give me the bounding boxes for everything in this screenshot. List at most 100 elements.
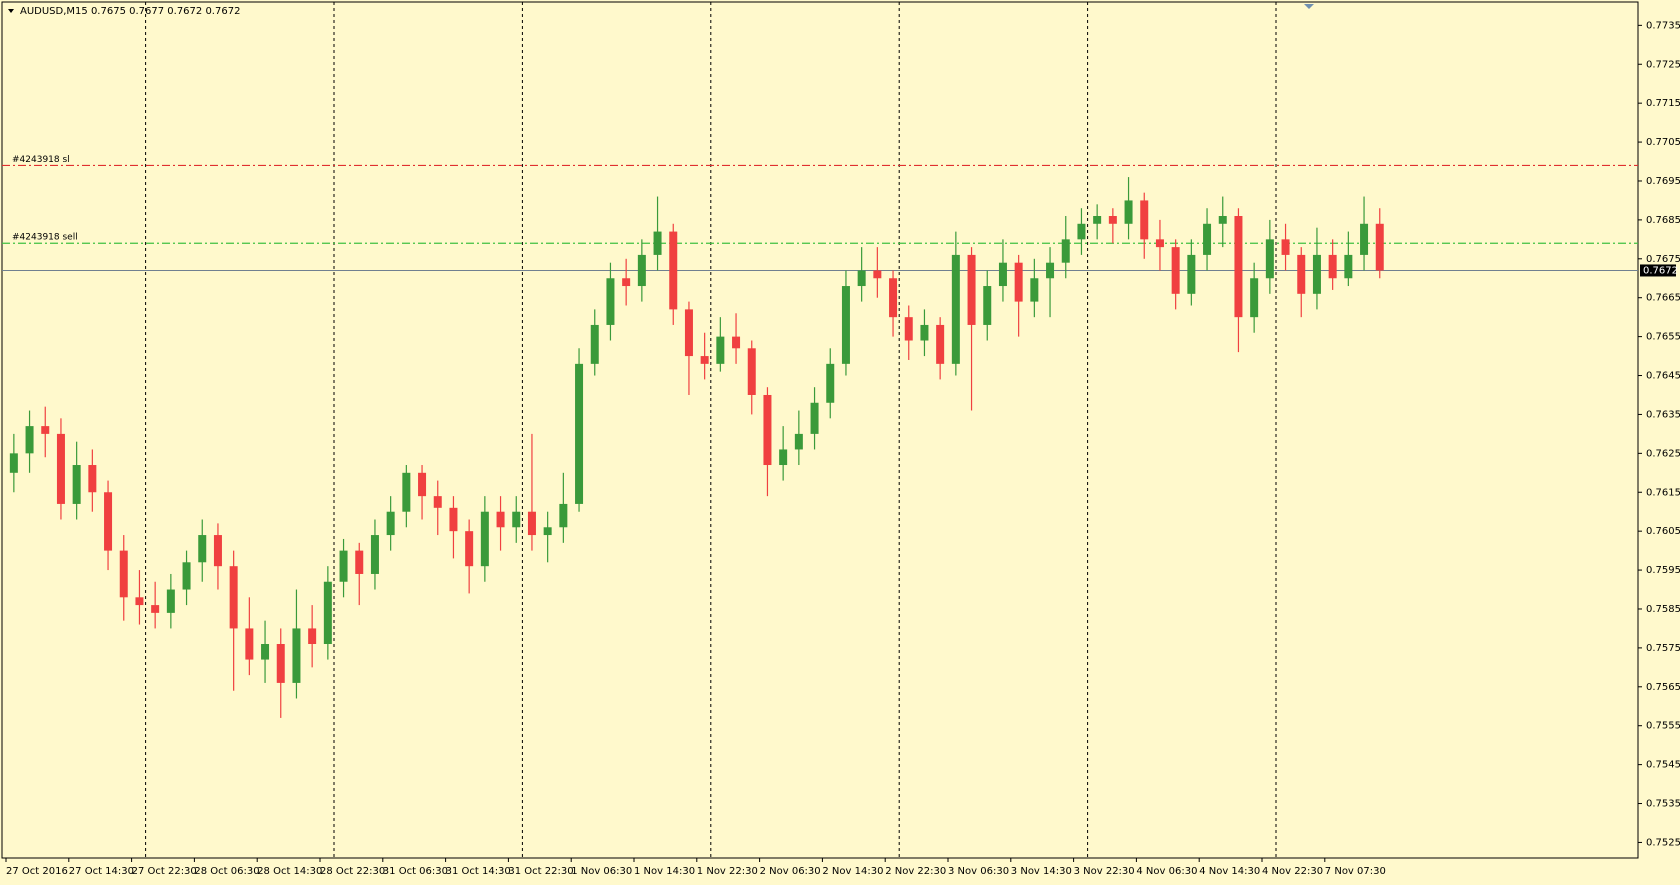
candle-body [418, 472, 427, 497]
order-label: #4243918 sl [12, 155, 70, 165]
x-tick-label: 28 Oct 06:30 [194, 866, 259, 877]
y-tick-label: 0.7565 [1646, 682, 1680, 693]
y-tick-label: 0.7665 [1646, 293, 1680, 304]
candle-body [1250, 278, 1259, 318]
candle-body [684, 309, 693, 357]
candle-body [182, 562, 191, 590]
candle-body [841, 286, 850, 364]
candle-body [1046, 262, 1055, 279]
candle-body [449, 507, 458, 532]
candle-body [590, 324, 599, 364]
x-tick-label: 4 Nov 14:30 [1199, 866, 1260, 877]
x-tick-label: 3 Nov 14:30 [1011, 866, 1072, 877]
candle-body [1124, 200, 1133, 224]
candle-body [889, 278, 898, 318]
plot-frame [1, 1, 1639, 859]
candle-body [292, 628, 301, 683]
candle-body [1108, 216, 1117, 224]
x-tick-label: 4 Nov 22:30 [1262, 866, 1323, 877]
candle-body [135, 597, 144, 606]
candle-body [1077, 223, 1086, 240]
candle-body [1265, 239, 1274, 279]
x-tick-label: 2 Nov 22:30 [885, 866, 946, 877]
x-tick-label: 28 Oct 14:30 [257, 866, 322, 877]
candle-body [983, 286, 992, 325]
candle-body [763, 394, 772, 466]
x-tick-label: 31 Oct 14:30 [446, 866, 511, 877]
candle-body [276, 644, 285, 683]
candle-body [904, 317, 913, 341]
candle-body [1203, 223, 1212, 255]
x-tick-label: 3 Nov 22:30 [1074, 866, 1135, 877]
y-tick-label: 0.7635 [1646, 409, 1680, 420]
y-tick-label: 0.7655 [1646, 332, 1680, 343]
candle-body [1297, 254, 1306, 294]
candle-body [323, 581, 332, 644]
candle-body [166, 589, 175, 613]
candle-body [700, 356, 709, 364]
candle-body [826, 363, 835, 403]
candle-body [402, 472, 411, 512]
candle-body [1218, 216, 1227, 224]
y-tick-label: 0.7645 [1646, 371, 1680, 382]
candle-body [119, 550, 128, 598]
candle-body [716, 336, 725, 364]
y-tick-label: 0.7685 [1646, 215, 1680, 226]
candle-body [370, 535, 379, 574]
candle-body [1140, 200, 1149, 240]
candle-body [810, 402, 819, 434]
candle-body [386, 511, 395, 536]
x-tick-label: 27 Oct 22:30 [132, 866, 197, 877]
candle-body [151, 605, 160, 613]
x-tick-label: 1 Nov 22:30 [697, 866, 758, 877]
chart-title: AUDUSD,M15 0.7675 0.7677 0.7672 0.7672 [20, 6, 240, 17]
y-tick-label: 0.7585 [1646, 604, 1680, 615]
menu-arrow[interactable] [8, 9, 14, 13]
candle-body [1328, 254, 1337, 279]
candle-body [465, 531, 474, 567]
candle-body [1171, 247, 1180, 294]
candle-body [669, 231, 678, 310]
y-tick-label: 0.7705 [1646, 137, 1680, 148]
y-tick-label: 0.7625 [1646, 448, 1680, 459]
candle-body [1093, 216, 1102, 224]
x-tick-label: 2 Nov 06:30 [760, 866, 821, 877]
x-tick-label: 7 Nov 07:30 [1325, 866, 1386, 877]
order-label: #4243918 sell [12, 233, 78, 243]
candle-body [213, 535, 222, 567]
candle-body [9, 453, 18, 473]
y-tick-label: 0.7725 [1646, 59, 1680, 70]
candle-body [1234, 216, 1243, 318]
candle-body [575, 363, 584, 504]
candle-body [527, 511, 536, 536]
candle-body [747, 348, 756, 395]
candle-body [543, 527, 552, 536]
x-tick-label: 3 Nov 06:30 [948, 866, 1009, 877]
y-tick-label: 0.7695 [1646, 176, 1680, 187]
x-tick-label: 27 Oct 14:30 [69, 866, 134, 877]
candle-body [732, 336, 741, 349]
candle-body [1014, 262, 1023, 302]
price-tag [1640, 264, 1676, 277]
x-tick-label: 31 Oct 06:30 [383, 866, 448, 877]
candle-body [245, 628, 254, 660]
candle-body [1312, 254, 1321, 294]
y-tick-label: 0.7595 [1646, 565, 1680, 576]
candle-body [104, 492, 113, 551]
y-tick-label: 0.7545 [1646, 760, 1680, 771]
x-tick-label: 27 Oct 2016 [6, 866, 68, 877]
x-tick-label: 1 Nov 06:30 [571, 866, 632, 877]
candle-body [967, 254, 976, 325]
candle-body [857, 270, 866, 287]
candle-body [1155, 239, 1164, 248]
candle-body [1030, 278, 1039, 302]
candle-body [1061, 239, 1070, 263]
candle-body [88, 465, 97, 493]
x-tick-label: 1 Nov 14:30 [634, 866, 695, 877]
candle-body [56, 433, 65, 504]
candle-body [25, 426, 34, 454]
candle-body [480, 511, 489, 567]
candle-body [512, 511, 521, 528]
